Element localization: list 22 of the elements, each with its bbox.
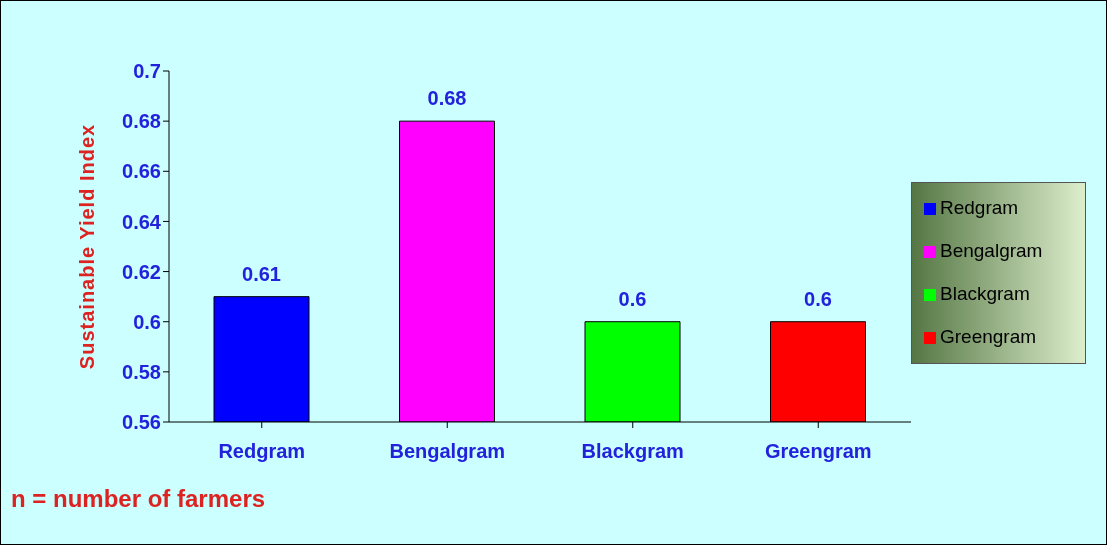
y-axis-title: Sustainable Yield Index — [76, 123, 99, 370]
legend-label: Bengalgram — [940, 239, 1043, 261]
y-tick-label: 0.56 — [122, 411, 161, 434]
data-label: 0.61 — [242, 262, 281, 285]
x-tick-label: Redgram — [218, 440, 306, 463]
data-label: 0.68 — [427, 87, 467, 110]
x-tick-label: Blackgram — [581, 440, 684, 463]
text: n = number of farmers — [11, 485, 266, 513]
y-tick-label: 0.68 — [122, 110, 161, 133]
y-tick-label: 0.58 — [122, 360, 161, 383]
y-tick-label: 0.66 — [122, 160, 161, 183]
data-label: 0.6 — [618, 287, 647, 310]
y-tick-label: 0.64 — [122, 210, 162, 233]
y-tick-label: 0.62 — [122, 260, 161, 283]
x-tick-label: Greengram — [764, 440, 872, 463]
legend-label: Redgram — [940, 196, 1019, 218]
y-tick-label: 0.7 — [133, 60, 161, 83]
data-label: 0.6 — [804, 287, 832, 310]
y-tick-label: 0.6 — [133, 310, 161, 333]
legend-label: Blackgram — [940, 282, 1030, 304]
x-tick-label: Bengalgram — [389, 440, 506, 463]
legend-label: Greengram — [940, 325, 1037, 347]
